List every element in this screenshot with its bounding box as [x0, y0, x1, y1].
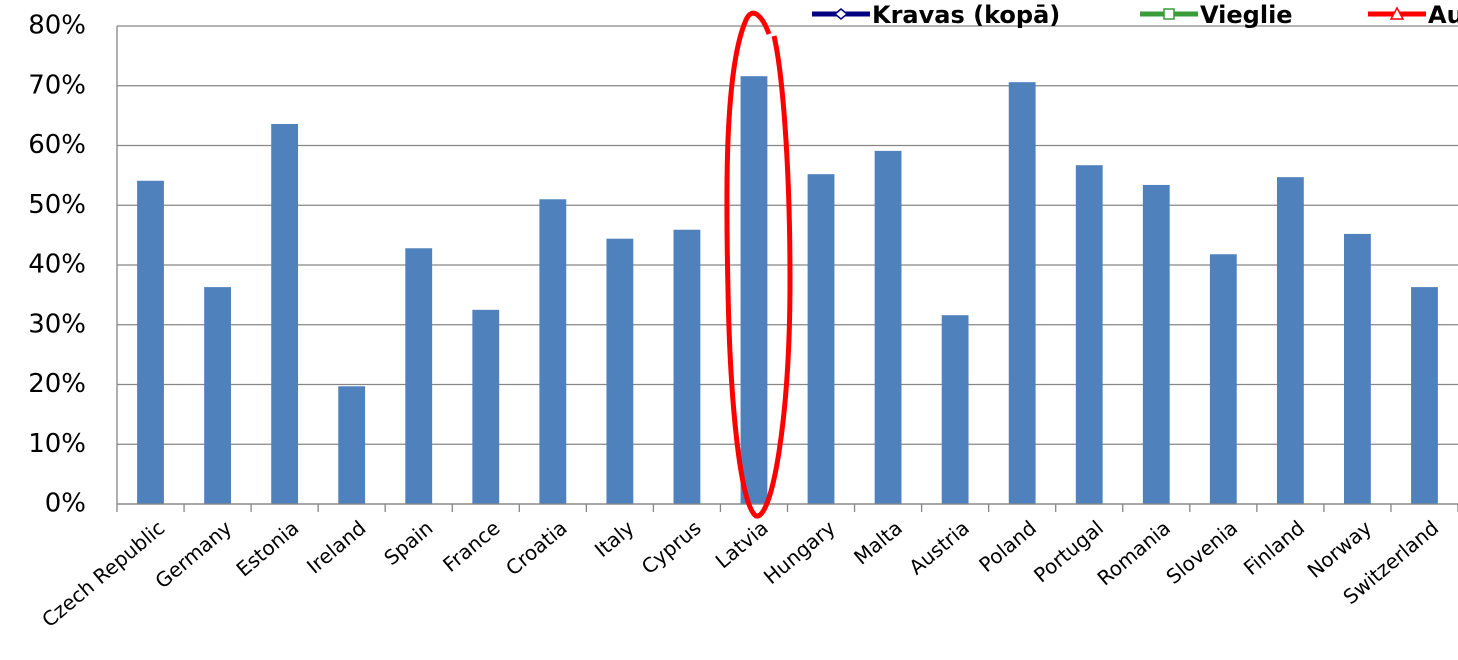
- x-tick-label: Austria: [904, 516, 974, 580]
- y-tick-label: 30%: [28, 309, 86, 339]
- y-tick-label: 20%: [28, 369, 86, 399]
- y-tick-label: 60%: [28, 130, 86, 160]
- x-tick-label: Ireland: [302, 516, 370, 579]
- legend-marker: [1389, 6, 1405, 20]
- bar: [1209, 254, 1237, 504]
- bar: [472, 309, 500, 504]
- x-tick-label: Hungary: [759, 516, 840, 589]
- legend-entry: Kravas (kopā): [812, 1, 1060, 29]
- legend-entry: Aut: [1368, 1, 1458, 29]
- y-tick-label: 80%: [28, 11, 86, 41]
- y-tick-label: 50%: [28, 190, 86, 220]
- bar: [1344, 233, 1371, 504]
- x-tick-label: France: [438, 516, 504, 577]
- y-tick-label: 0%: [45, 489, 86, 519]
- legend-marker: [833, 8, 849, 20]
- x-tick-label: Slovenia: [1161, 516, 1242, 589]
- legend-label: Kravas (kopā): [872, 1, 1060, 29]
- x-tick-label: Croatia: [501, 516, 572, 581]
- bar: [204, 287, 231, 504]
- bar: [807, 174, 835, 504]
- highlight-ellipse: [724, 10, 793, 519]
- y-tick-label: 10%: [28, 429, 86, 459]
- legend-marker: [1163, 8, 1175, 20]
- x-tick-label: Italy: [590, 516, 639, 562]
- x-tick-label: Malta: [849, 516, 907, 570]
- bar: [405, 248, 433, 504]
- legend-label: Aut: [1428, 1, 1458, 29]
- bar: [271, 123, 299, 505]
- x-tick-label: Czech Republic: [37, 516, 169, 632]
- bar: [1075, 165, 1103, 504]
- x-tick-label: Romania: [1093, 516, 1175, 591]
- legend-label: Vieglie: [1200, 1, 1293, 29]
- y-tick-label: 70%: [28, 70, 86, 100]
- x-tick-label: Finland: [1239, 516, 1309, 580]
- bar: [338, 386, 366, 504]
- y-tick-label: 40%: [28, 250, 86, 280]
- x-tick-label: Spain: [379, 516, 437, 570]
- x-tick-label: Latvia: [711, 516, 773, 574]
- bar: [874, 150, 902, 504]
- bar: [539, 199, 567, 504]
- bar: [1411, 287, 1438, 504]
- bar: [1008, 82, 1036, 504]
- bar: [740, 76, 768, 504]
- x-tick-label: Estonia: [232, 516, 304, 582]
- bar: [673, 229, 701, 504]
- bar: [137, 180, 164, 504]
- bar: [1142, 184, 1170, 504]
- bar: [941, 315, 969, 504]
- bar: [1276, 177, 1304, 505]
- legend-entry: Vieglie: [1140, 1, 1293, 29]
- x-tick-label: Cyprus: [637, 516, 706, 579]
- bar: [606, 238, 634, 504]
